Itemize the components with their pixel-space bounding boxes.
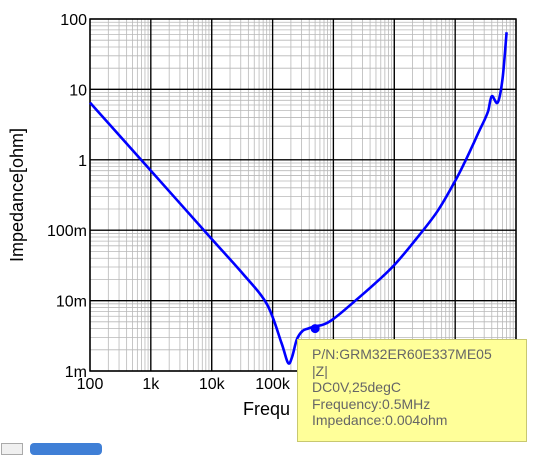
x-tick-label: 100 xyxy=(77,376,104,393)
x-tick-label: 100k xyxy=(255,376,291,393)
y-tick-label: 1m xyxy=(65,364,87,381)
minor-gridlines xyxy=(90,19,516,371)
checkbox[interactable] xyxy=(1,443,23,455)
impedance-series-line xyxy=(89,32,508,365)
marker-layer xyxy=(310,324,320,334)
x-axis-title: Frequ xyxy=(243,399,290,419)
y-tick-labels: 1m 10m 100m 1 10 100 xyxy=(47,12,87,381)
x-tick-label: 1k xyxy=(142,376,160,393)
y-tick-label: 10 xyxy=(69,82,87,99)
tooltip-part-number: P/N:GRM32ER60E337ME05 xyxy=(312,346,492,362)
impedance-curve-layer xyxy=(89,32,508,365)
data-tooltip: P/N:GRM32ER60E337ME05 |Z| DC0V,25degC Fr… xyxy=(297,339,527,442)
y-tick-label: 100m xyxy=(47,223,87,240)
y-tick-label: 10m xyxy=(56,294,87,311)
toolbar-button[interactable] xyxy=(30,443,102,455)
tooltip-series-name: |Z| xyxy=(312,362,328,379)
hover-marker-point[interactable] xyxy=(310,324,320,334)
y-tick-label: 100 xyxy=(60,12,87,29)
x-tick-label: 10k xyxy=(199,376,226,393)
y-tick-label: 1 xyxy=(78,153,87,170)
tooltip-frequency: Frequency:0.5MHz xyxy=(312,395,431,412)
tooltip-conditions: DC0V,25degC xyxy=(312,379,401,395)
tooltip-impedance: Impedance:0.004ohm xyxy=(312,412,448,428)
x-tick-labels: 1001k10k100kG xyxy=(77,376,291,393)
y-axis-title: Impedance[ohm] xyxy=(7,128,27,262)
